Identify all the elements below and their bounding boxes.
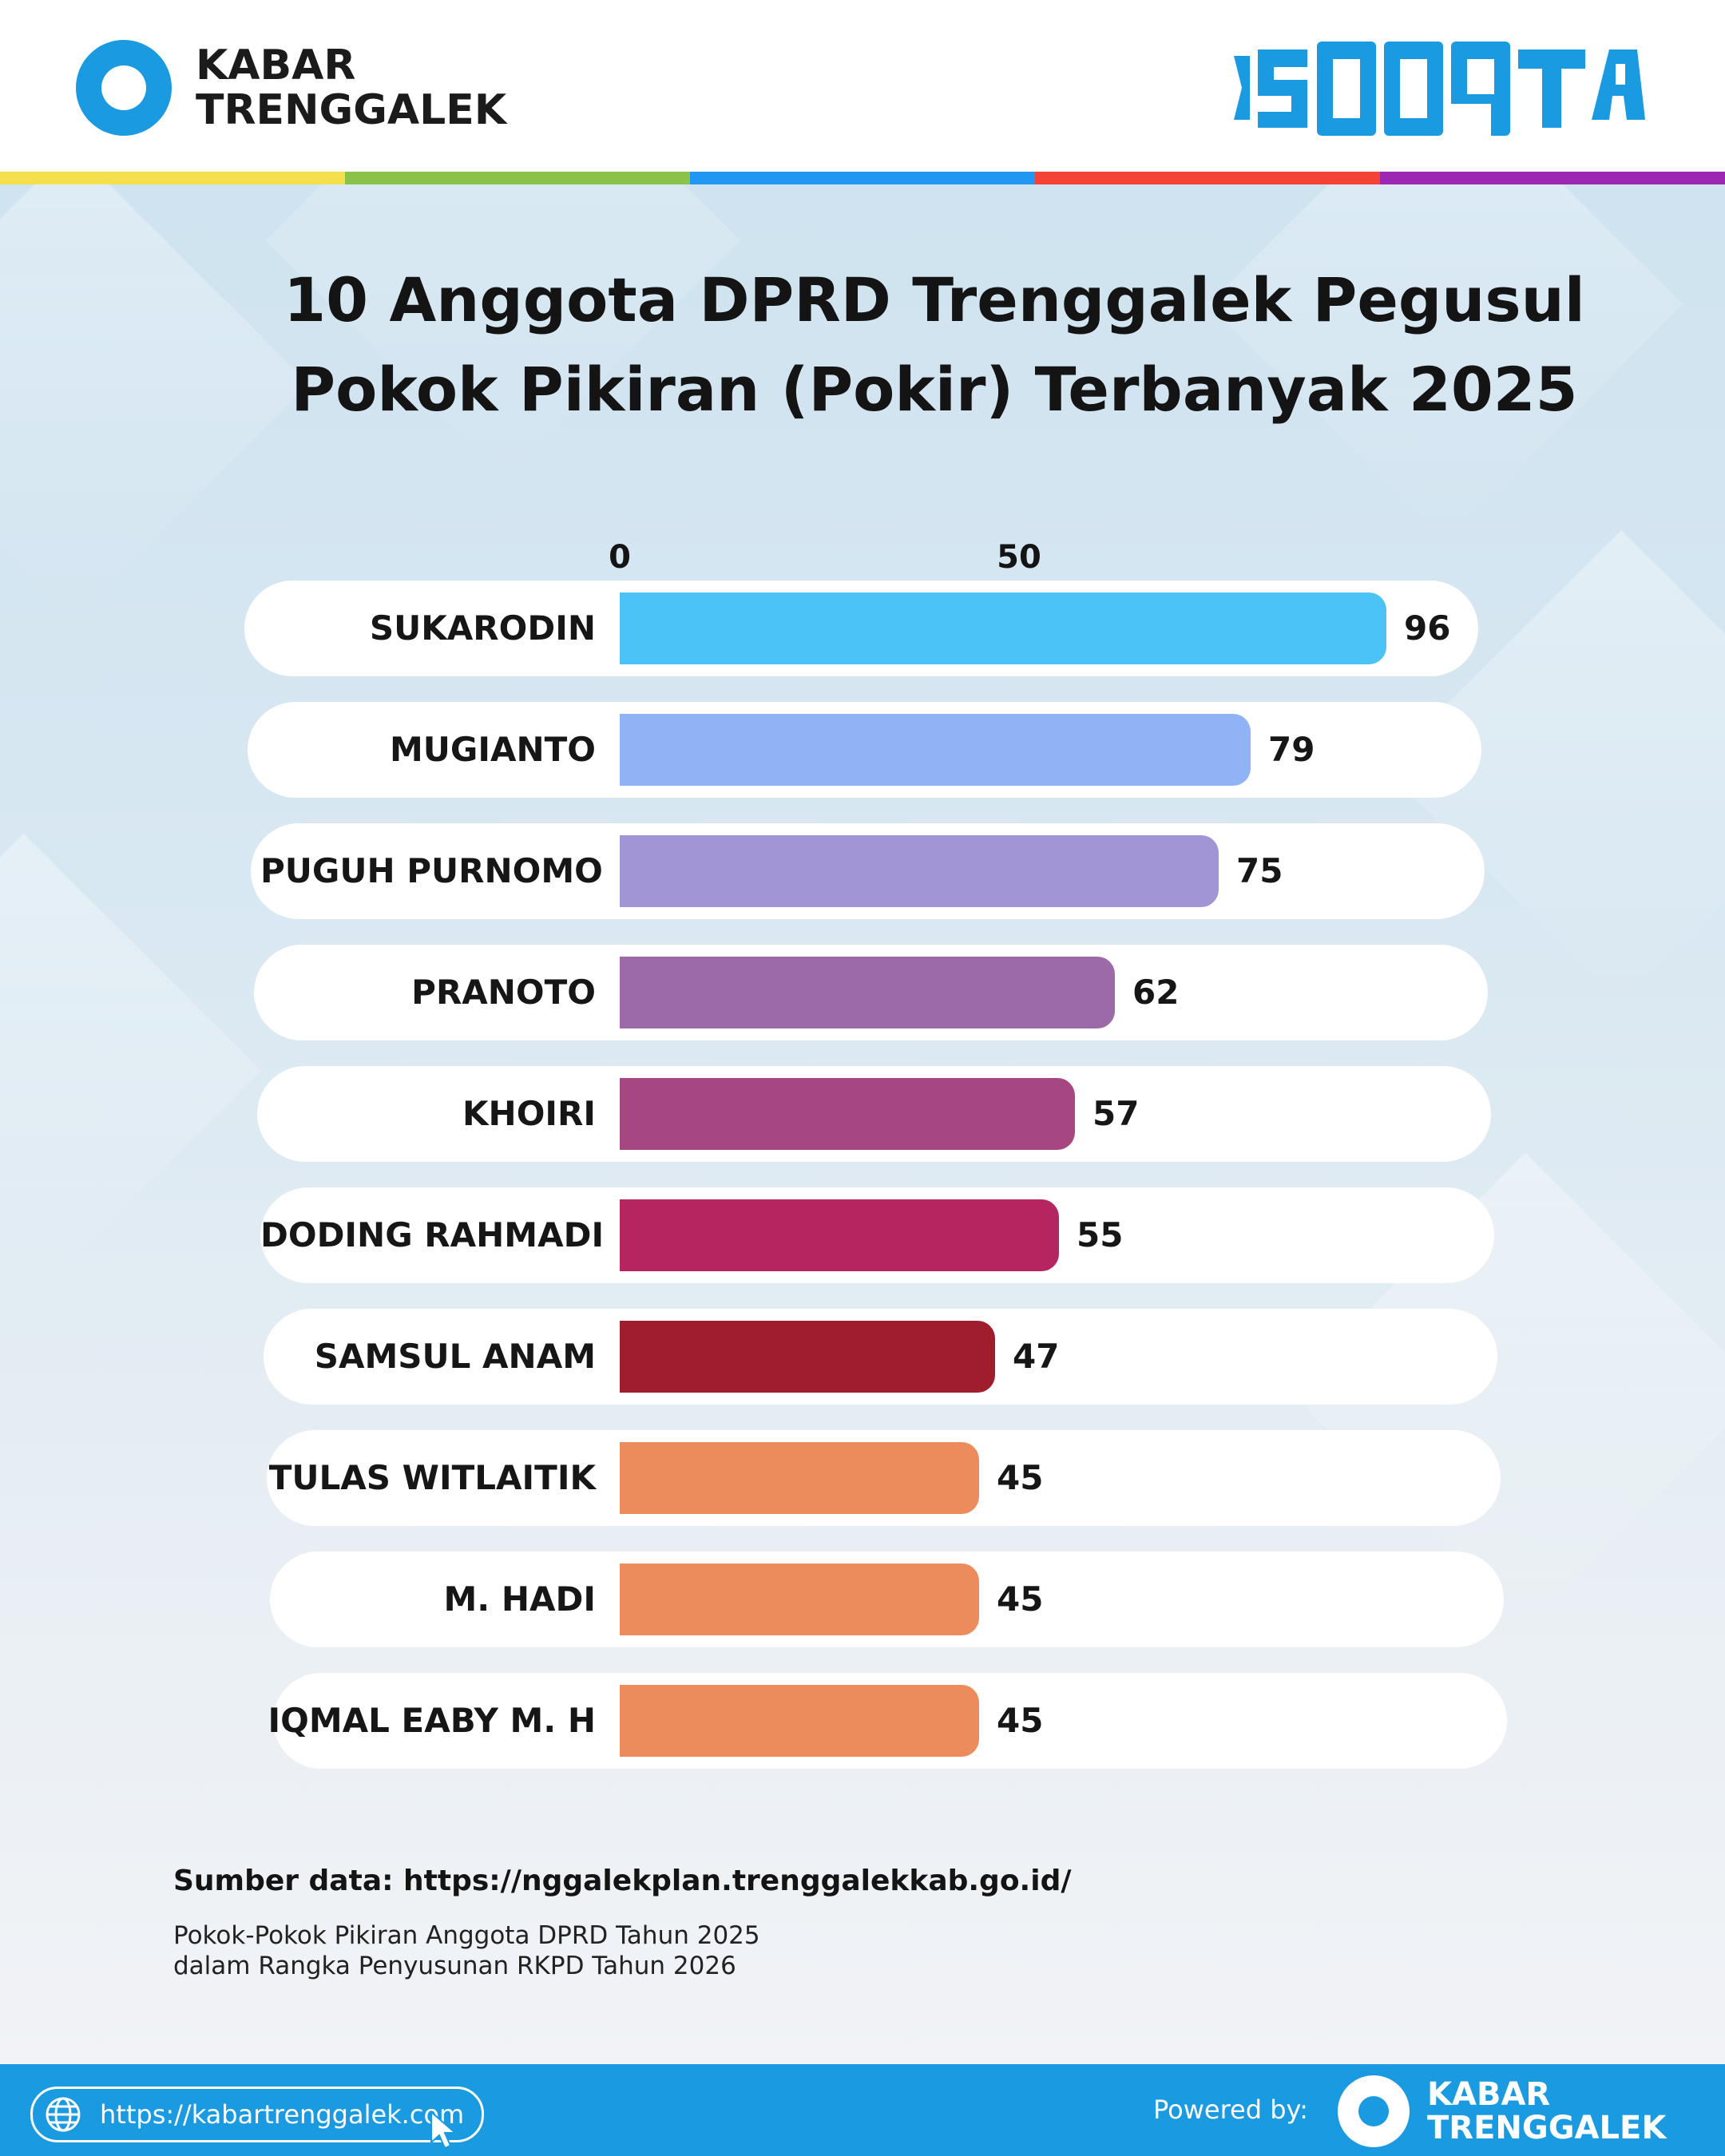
globe-icon — [46, 2097, 81, 2132]
logo-text: KABAR TRENGGALEK — [196, 43, 506, 133]
rainbow-yellow — [0, 172, 345, 184]
bar — [620, 714, 1251, 786]
logo-line2: TRENGGALEK — [196, 86, 507, 134]
x-tick-label: 50 — [997, 539, 1041, 576]
bar — [620, 1078, 1075, 1150]
note-line2: dalam Rangka Penyusunan RKPD Tahun 2026 — [173, 1952, 736, 1980]
category-label: DODING RAHMADI — [260, 1215, 605, 1254]
rainbow-green — [345, 172, 690, 184]
category-label: SUKARODIN — [369, 608, 596, 648]
website-url: https://kabartrenggalek.com — [100, 2099, 465, 2130]
category-label: PRANOTO — [411, 973, 596, 1012]
category-label: TULAS WITLAITIK — [268, 1458, 596, 1497]
bar-value-label: 75 — [1236, 851, 1283, 890]
footer-logo-line2: TRENGGALEK — [1427, 2110, 1667, 2146]
rainbow-red — [1035, 172, 1380, 184]
bar — [620, 593, 1386, 664]
logo-ring-icon — [76, 40, 172, 136]
bar-value-label: 47 — [1013, 1337, 1060, 1376]
cursor-icon — [430, 2110, 458, 2150]
bar — [620, 1199, 1059, 1271]
logo-line1: KABAR — [196, 42, 356, 89]
isodata-logo — [1234, 42, 1645, 136]
chart-title: 10 Anggota DPRD Trenggalek Pegusul Pokok… — [240, 256, 1629, 434]
bg-diamond — [0, 834, 261, 1308]
title-line1: 10 Anggota DPRD Trenggalek Pegusul — [284, 264, 1585, 335]
bar — [620, 835, 1219, 907]
kabar-trenggalek-logo[interactable]: KABAR TRENGGALEK — [76, 40, 506, 136]
category-label: IQMAL EABY M. H — [268, 1701, 596, 1740]
footer-logo[interactable]: KABAR TRENGGALEK — [1338, 2075, 1666, 2147]
category-label: SAMSUL ANAM — [314, 1337, 596, 1376]
powered-by-label: Powered by: — [1153, 2095, 1308, 2125]
footer-logo-ring-icon — [1338, 2075, 1410, 2147]
bar — [620, 1563, 979, 1635]
category-label: MUGIANTO — [389, 730, 596, 769]
rainbow-blue — [690, 172, 1035, 184]
bar-value-label: 96 — [1404, 608, 1451, 648]
note-line1: Pokok-Pokok Pikiran Anggota DPRD Tahun 2… — [173, 1921, 760, 1950]
rainbow-purple — [1380, 172, 1725, 184]
bar-value-label: 79 — [1268, 730, 1315, 769]
category-label: KHOIRI — [462, 1094, 596, 1133]
website-link[interactable]: https://kabartrenggalek.com — [30, 2087, 485, 2142]
header: KABAR TRENGGALEK — [0, 0, 1725, 172]
footer: https://kabartrenggalek.com Powered by: … — [0, 2064, 1725, 2156]
bar-value-label: 55 — [1077, 1215, 1124, 1254]
bar — [620, 1685, 979, 1757]
footer-logo-line1: KABAR — [1427, 2076, 1551, 2113]
bar-value-label: 62 — [1132, 973, 1180, 1012]
bar-value-label: 57 — [1092, 1094, 1140, 1133]
title-line2: Pokok Pikiran (Pokir) Terbanyak 2025 — [291, 354, 1578, 425]
bar-value-label: 45 — [997, 1579, 1044, 1619]
source-label[interactable]: Sumber data: https://nggalekplan.trengga… — [173, 1865, 1072, 1897]
category-label: M. HADI — [443, 1579, 596, 1619]
bar — [620, 957, 1115, 1028]
bar-value-label: 45 — [997, 1458, 1044, 1497]
source-note: Pokok-Pokok Pikiran Anggota DPRD Tahun 2… — [173, 1920, 760, 1981]
category-label: PUGUH PURNOMO — [260, 851, 603, 890]
x-tick-label: 0 — [609, 539, 631, 576]
rainbow-strip — [0, 172, 1725, 184]
bar-value-label: 45 — [997, 1701, 1044, 1740]
bar — [620, 1442, 979, 1514]
bar — [620, 1321, 995, 1393]
footer-logo-text: KABAR TRENGGALEK — [1427, 2078, 1666, 2145]
